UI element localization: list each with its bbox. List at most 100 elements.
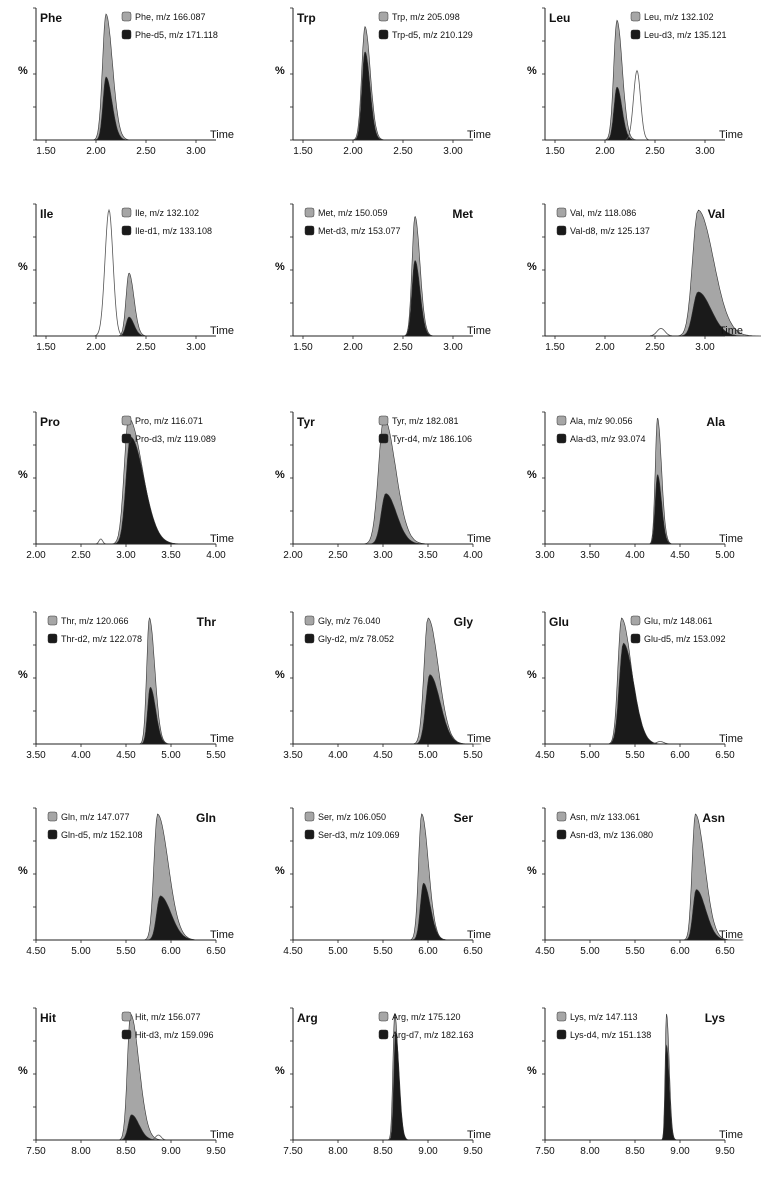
x-tick-label: 6.50 — [206, 946, 226, 957]
x-tick-label: 6.00 — [670, 946, 690, 957]
x-tick-label: 4.50 — [373, 750, 393, 761]
x-tick-label: 2.00 — [283, 550, 303, 561]
x-tick-label: 5.50 — [116, 946, 136, 957]
y-axis-label: % — [275, 1065, 285, 1077]
panel-title: Arg — [297, 1011, 318, 1025]
legend-label: Asn, m/z 133.061 — [570, 812, 640, 822]
legend-swatch — [557, 434, 566, 443]
legend-label: Glu, m/z 148.061 — [644, 616, 713, 626]
legend-label: Ile, m/z 132.102 — [135, 208, 199, 218]
x-tick-label: 5.50 — [625, 946, 645, 957]
x-tick-label: 3.00 — [695, 342, 715, 353]
x-tick-label: 3.50 — [26, 750, 46, 761]
x-tick-label: 8.00 — [71, 1146, 91, 1157]
x-tick-label: 5.00 — [418, 750, 438, 761]
y-axis-label: % — [527, 261, 537, 273]
x-tick-label: 3.00 — [443, 146, 463, 157]
panel-title: Val — [708, 207, 725, 221]
peak-gln — [140, 814, 212, 940]
x-axis-label: Time — [719, 129, 743, 141]
x-tick-label: 2.00 — [343, 342, 363, 353]
legend-label: Ala, m/z 90.056 — [570, 416, 633, 426]
x-axis-label: Time — [210, 929, 234, 941]
legend-swatch — [122, 416, 131, 425]
legend-swatch — [305, 208, 314, 217]
y-axis-label: % — [275, 469, 285, 481]
x-tick-label: 5.00 — [328, 946, 348, 957]
legend-swatch — [557, 830, 566, 839]
panel-title: Thr — [197, 615, 217, 629]
legend-label: Ser-d3, m/z 109.069 — [318, 830, 400, 840]
y-axis-label: % — [527, 1065, 537, 1077]
y-axis-label: % — [18, 865, 28, 877]
x-tick-label: 7.50 — [26, 1146, 46, 1157]
legend-label: Gly-d2, m/z 78.052 — [318, 634, 394, 644]
x-tick-label: 3.50 — [418, 550, 438, 561]
x-tick-label: 4.00 — [463, 550, 483, 561]
y-axis-label: % — [275, 261, 285, 273]
panel-title: Gln — [196, 811, 216, 825]
panel-title: Lys — [705, 1011, 726, 1025]
x-tick-label: 2.00 — [86, 342, 106, 353]
legend-label: Lys-d4, m/z 151.138 — [570, 1030, 651, 1040]
x-tick-label: 6.00 — [161, 946, 181, 957]
legend-swatch — [122, 434, 131, 443]
legend-label: Phe, m/z 166.087 — [135, 12, 206, 22]
x-tick-label: 4.50 — [283, 946, 303, 957]
panel-title: Trp — [297, 11, 316, 25]
legend-swatch — [305, 830, 314, 839]
x-tick-label: 4.00 — [328, 750, 348, 761]
x-tick-label: 2.00 — [343, 146, 363, 157]
y-axis-label: % — [527, 865, 537, 877]
x-tick-label: 8.50 — [373, 1146, 393, 1157]
legend-swatch — [631, 634, 640, 643]
x-axis-label: Time — [467, 733, 491, 745]
legend-label: Arg-d7, m/z 182.163 — [392, 1030, 474, 1040]
legend-label: Gln-d5, m/z 152.108 — [61, 830, 143, 840]
x-tick-label: 2.00 — [595, 342, 615, 353]
legend-label: Met-d3, m/z 153.077 — [318, 226, 401, 236]
x-tick-label: 5.50 — [206, 750, 226, 761]
outline-peak-0 — [645, 328, 677, 336]
legend-label: Glu-d5, m/z 153.092 — [644, 634, 726, 644]
x-tick-label: 3.00 — [186, 146, 206, 157]
x-axis-label: Time — [467, 325, 491, 337]
legend-label: Phe-d5, m/z 171.118 — [135, 30, 218, 40]
x-tick-label: 3.00 — [373, 550, 393, 561]
peak-val — [671, 210, 761, 336]
x-tick-label: 5.50 — [463, 750, 483, 761]
legend-swatch — [557, 1012, 566, 1021]
x-tick-label: 4.50 — [26, 946, 46, 957]
panel-title: Ser — [454, 811, 474, 825]
legend-label: Trp, m/z 205.098 — [392, 12, 460, 22]
x-tick-label: 5.00 — [715, 550, 735, 561]
panel-title: Hit — [40, 1011, 56, 1025]
legend-label: Hit, m/z 156.077 — [135, 1012, 201, 1022]
x-tick-label: 5.50 — [625, 750, 645, 761]
x-tick-label: 3.00 — [535, 550, 555, 561]
x-tick-label: 2.50 — [645, 146, 665, 157]
y-axis-label: % — [275, 669, 285, 681]
x-axis-label: Time — [210, 325, 234, 337]
x-tick-label: 2.50 — [136, 146, 156, 157]
x-tick-label: 2.50 — [328, 550, 348, 561]
x-tick-label: 2.00 — [86, 146, 106, 157]
x-axis-label: Time — [210, 129, 234, 141]
y-axis-label: % — [18, 469, 28, 481]
x-tick-label: 1.50 — [293, 342, 313, 353]
panel-title: Gly — [454, 615, 474, 629]
